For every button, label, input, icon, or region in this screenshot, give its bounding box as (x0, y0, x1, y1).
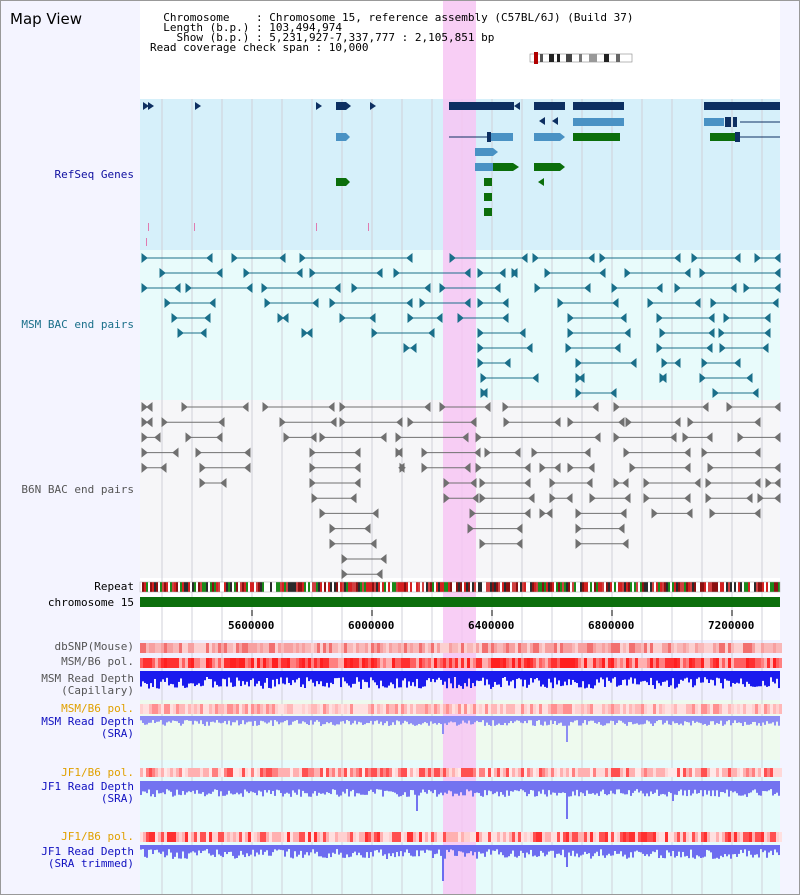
label-jf1-depth-trim-sub: (SRA trimmed) (47, 857, 134, 870)
label-repeat: Repeat (94, 580, 134, 593)
axis-tick-label: 7200000 (708, 619, 755, 632)
label-b6n-bac: B6N BAC end pairs (21, 483, 134, 496)
info-show-range: Show (b.p.) : 5,231,927-7,337,777 : 2,10… (150, 31, 495, 44)
label-jf1-depth-sra-sub: (SRA) (100, 792, 134, 805)
chromosome-ideogram[interactable] (529, 52, 633, 64)
jf1-b6-pol-heatmap-2[interactable] (140, 832, 782, 842)
info-chromosome: Chromosome : Chromosome 15, reference as… (150, 11, 634, 24)
right-margin (780, 0, 800, 895)
track-label-panel (0, 0, 140, 895)
page-title: Map View (10, 10, 83, 28)
axis-tick-label: 5600000 (228, 619, 275, 632)
label-jf1-pol: JF1/B6 pol. (61, 766, 134, 779)
label-msm-depth-sra: MSM Read Depth (41, 715, 134, 728)
label-refseq-genes: RefSeq Genes (54, 168, 134, 181)
label-msm-depth-sra-sub: (SRA) (100, 727, 134, 740)
axis-tick-label: 6400000 (468, 619, 515, 632)
jf1-read-depth-sra-trimmed[interactable] (140, 845, 780, 881)
label-jf1-depth-sra: JF1 Read Depth (41, 780, 134, 793)
label-msm-b6-pol-2: MSM/B6 pol. (61, 702, 134, 715)
msm-b6-pol-heatmap[interactable] (140, 658, 782, 668)
msm-b6-pol-heatmap-2[interactable] (140, 704, 782, 714)
info-length: Length (b.p.) : 103,494,974 (150, 21, 343, 34)
label-jf1-pol-2: JF1/B6 pol. (61, 830, 134, 843)
jf1-b6-pol-heatmap[interactable] (140, 768, 782, 777)
info-coverage-span: Read coverage check span : 10,000 (150, 41, 369, 54)
msm-bac-end-pairs[interactable] (141, 252, 781, 399)
label-msm-depth-cap-sub: (Capillary) (61, 684, 134, 697)
dbsnp-heatmap[interactable] (140, 643, 782, 653)
ideogram-position-marker (534, 52, 538, 64)
msm-read-depth-sra[interactable] (140, 716, 780, 742)
axis-tick-label: 6000000 (348, 619, 395, 632)
jf1-read-depth-sra[interactable] (140, 781, 780, 819)
label-chromosome: chromosome 15 (47, 596, 134, 609)
refseq-genes[interactable] (143, 102, 780, 246)
highlight-region[interactable] (443, 0, 476, 895)
b6n-bac-end-pairs[interactable] (141, 401, 781, 580)
label-msm-bac: MSM BAC end pairs (21, 318, 134, 331)
repeat-track[interactable] (139, 581, 781, 593)
label-msm-b6-pol: MSM/B6 pol. (61, 655, 134, 668)
msm-read-depth-capillary[interactable] (140, 671, 780, 689)
label-jf1-depth-trim: JF1 Read Depth (41, 845, 134, 858)
axis-ticks (251, 610, 733, 616)
label-dbsnp: dbSNP(Mouse) (54, 640, 134, 653)
label-msm-depth-cap: MSM Read Depth (41, 672, 134, 685)
chromosome-bar[interactable] (140, 597, 780, 607)
axis-tick-label: 6800000 (588, 619, 635, 632)
grid-lines (161, 99, 763, 895)
